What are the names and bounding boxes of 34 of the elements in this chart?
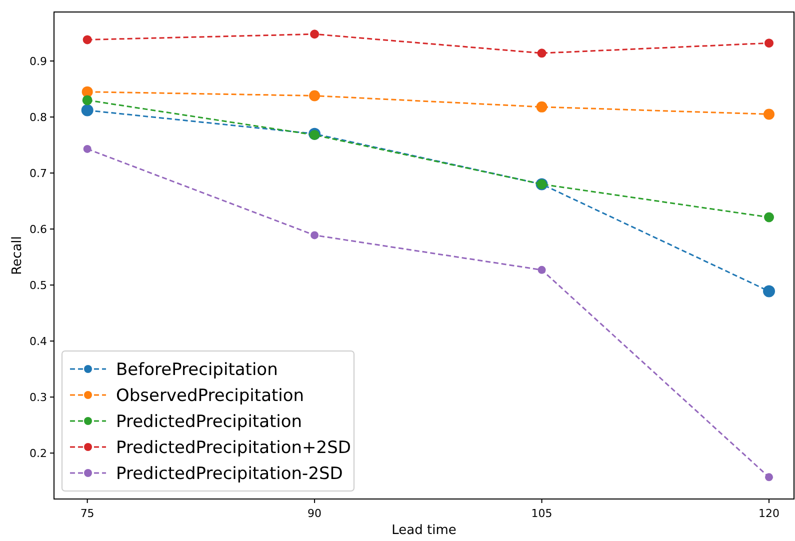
point	[538, 266, 546, 274]
y-tick-label: 0.2	[30, 447, 47, 460]
point	[81, 104, 94, 116]
point	[82, 95, 92, 106]
y-tick-label: 0.7	[30, 167, 47, 180]
point	[765, 473, 774, 482]
point	[537, 48, 546, 58]
x-tick-label: 90	[308, 507, 322, 520]
point	[309, 90, 320, 102]
point	[764, 38, 774, 48]
y-tick-label: 0.9	[30, 55, 47, 68]
legend-label: BeforePrecipitation	[116, 360, 278, 380]
y-axis-title: Recall	[10, 236, 25, 275]
legend-label: PredictedPrecipitation	[116, 412, 302, 432]
y-tick-label: 0.4	[30, 335, 47, 348]
y-tick-label: 0.5	[30, 279, 47, 292]
legend-label: PredictedPrecipitation+2SD	[116, 438, 352, 458]
x-tick-label: 105	[531, 507, 552, 520]
point	[310, 30, 320, 39]
x-tick-label: 75	[80, 507, 94, 520]
point	[763, 285, 776, 298]
point	[310, 231, 319, 240]
point	[764, 212, 774, 222]
x-axis-title: Lead time	[392, 523, 456, 538]
point	[83, 144, 92, 153]
y-tick-label: 0.6	[30, 223, 47, 236]
point	[536, 101, 548, 112]
x-tick-label: 120	[758, 507, 780, 520]
point	[764, 108, 775, 120]
legend-label: PredictedPrecipitation-2SD	[116, 464, 343, 484]
legend-label: ObservedPrecipitation	[116, 386, 304, 406]
y-tick-label: 0.3	[30, 391, 47, 404]
point	[82, 35, 92, 44]
y-tick-label: 0.8	[30, 111, 47, 124]
